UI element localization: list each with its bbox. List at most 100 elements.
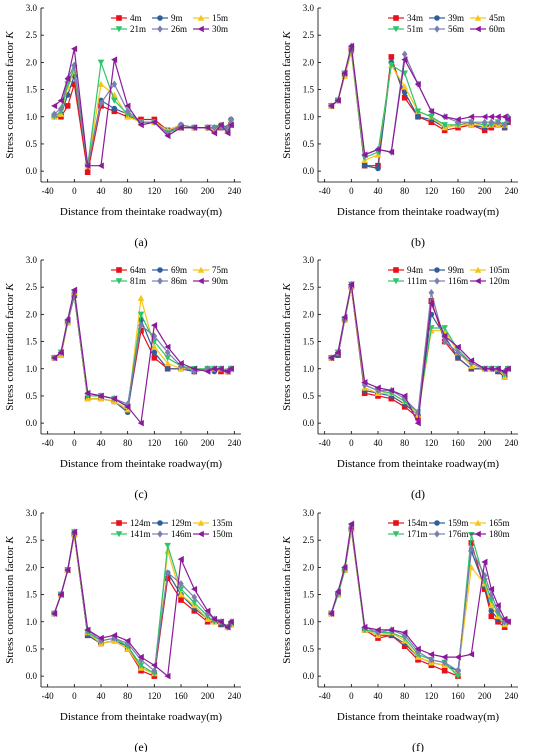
data-point-51m [414,108,422,115]
legend-label: 34m [407,13,423,23]
x-tick-label: 80 [123,186,133,196]
data-point-30m [164,132,171,140]
data-point-90m [84,389,91,397]
legend-label: 129m [171,518,192,528]
data-point-124m [178,597,184,603]
data-point-60m [374,146,381,153]
series-60m [328,42,511,159]
data-point-171m [454,673,462,680]
x-tick-label: 80 [123,691,133,701]
series-line-141m [53,531,232,675]
x-tick-label: 160 [174,438,188,448]
data-point-120m [501,368,508,375]
data-point-86m [164,348,171,357]
y-tick-label: 2.5 [26,30,38,40]
legend-label: 120m [489,276,510,286]
legend-label: 15m [212,13,228,23]
x-tick-label: 80 [400,691,410,701]
legend-label: 165m [489,518,510,528]
data-point-30m [124,102,131,110]
data-point-60m [454,116,461,123]
data-point-180m [414,645,421,653]
x-tick-label: 80 [400,186,410,196]
y-tick-label: 0.0 [26,671,38,681]
data-point-150m [124,637,131,645]
data-point-90m [151,321,158,329]
chart-panel-e: 0.0 0.5 1.0 1.5 2.0 2.5 3.0 -40 0 40 80 120 160 200 24… [4,508,242,752]
data-point-39m [401,89,408,96]
legend-marker [197,530,204,538]
data-point-141m [164,542,171,549]
y-tick-label: 3.0 [303,508,315,518]
y-tick-label: 1.0 [26,364,38,374]
data-point-75m [164,360,171,367]
data-point-150m [137,653,144,661]
x-tick-label: 0 [72,186,77,196]
data-point-60m [428,108,435,115]
y-tick-label: 2.5 [303,282,315,292]
series-120m [328,281,511,427]
series-86m [51,289,234,408]
data-point-69m [151,349,158,356]
data-point-150m [191,585,198,593]
panel-label: (f) [412,740,424,752]
data-point-176m [455,667,461,675]
y-tick-label: 1.5 [303,337,315,347]
x-tick-label: -40 [42,186,54,196]
x-axis-title: Distance from theintake roadway(m) [60,206,223,218]
data-point-39m [361,162,368,169]
data-point-34m [401,94,408,101]
data-point-124m [164,575,171,582]
x-tick-label: 200 [478,186,492,196]
legend-label: 180m [489,529,510,539]
x-tick-label: 240 [505,691,519,701]
series-line-90m [53,289,232,425]
data-point-30m [64,75,71,82]
data-point-176m [428,656,435,664]
legend-label: 124m [130,518,151,528]
data-point-154m [488,613,495,620]
series-line-30m [53,48,232,167]
data-point-60m [481,113,488,121]
data-point-141m [177,586,185,593]
data-point-141m [191,599,198,607]
data-point-180m [374,626,381,634]
series-150m [51,528,234,680]
legend-marker [474,277,481,285]
legend-marker [197,277,204,285]
data-point-51m [388,62,395,69]
data-point-150m [64,566,71,574]
data-point-150m [151,661,158,669]
data-point-90m [177,360,184,367]
x-tick-label: 120 [148,438,162,448]
y-tick-label: 0.5 [26,139,38,149]
data-point-180m [348,520,355,528]
data-point-120m [454,343,461,351]
x-tick-label: 120 [148,691,162,701]
legend-label: 26m [171,24,187,34]
series-30m [51,45,234,169]
legend-label: 111m [407,276,427,286]
data-point-150m [224,623,231,631]
data-point-116m [455,348,461,357]
x-tick-label: 240 [505,186,519,196]
data-point-120m [388,387,395,394]
legend-marker [474,519,482,526]
data-point-154m [468,540,475,546]
data-point-30m [227,121,234,129]
y-tick-label: 2.0 [26,562,38,572]
legend-label: 56m [448,24,464,34]
legend-label: 64m [130,265,146,275]
x-tick-label: 200 [478,691,492,701]
data-point-75m [137,294,145,301]
series-75m [51,289,235,413]
data-point-30m [191,124,198,131]
data-point-150m [204,607,211,615]
legend-label: 94m [407,265,423,275]
data-point-4m [84,169,91,176]
data-point-180m [428,651,435,658]
x-tick-label: 240 [505,438,519,448]
x-tick-label: 120 [148,186,162,196]
data-point-81m [137,311,145,318]
data-point-180m [328,610,335,617]
